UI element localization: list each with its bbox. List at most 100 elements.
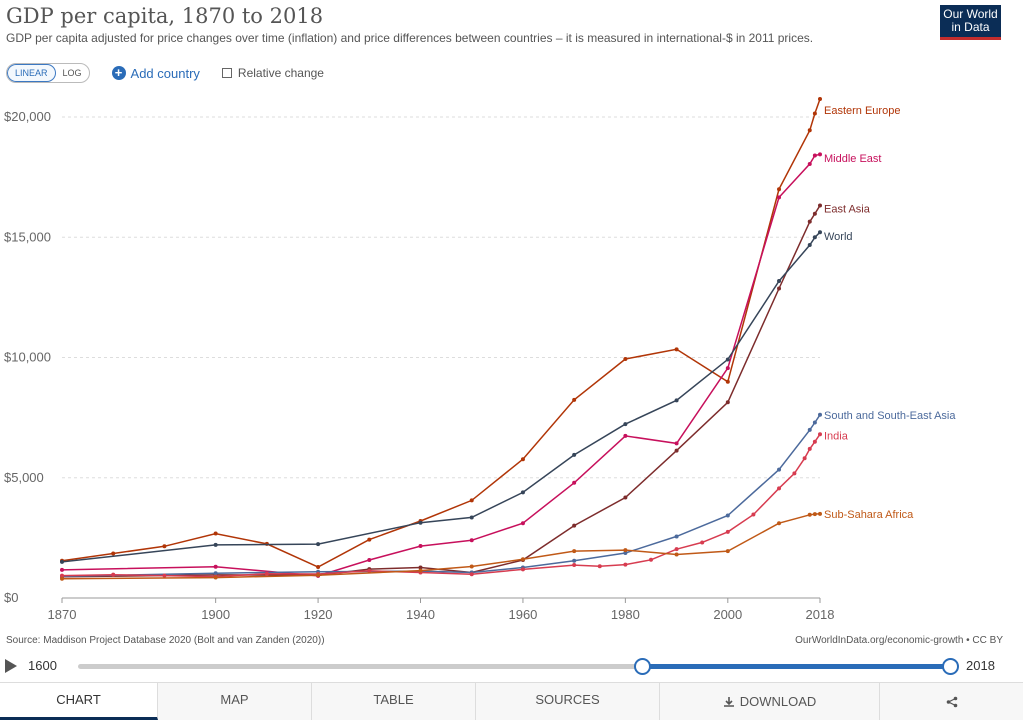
data-point — [572, 563, 577, 568]
tab-sources[interactable]: SOURCES — [476, 683, 660, 720]
owid-logo[interactable]: Our World in Data — [940, 5, 1001, 40]
data-point — [812, 512, 817, 517]
x-tick-label: 2000 — [713, 607, 742, 622]
series-label: South and South-East Asia — [824, 410, 956, 422]
data-point — [807, 446, 812, 451]
data-point — [572, 549, 577, 554]
data-point — [818, 97, 822, 102]
data-point — [520, 490, 525, 495]
series-line — [61, 433, 821, 578]
data-point — [807, 128, 812, 133]
data-point — [111, 551, 116, 556]
series-label: India — [824, 431, 849, 443]
data-point — [807, 161, 812, 166]
series-label: Middle East — [824, 153, 881, 165]
data-point — [807, 512, 812, 517]
data-point — [418, 520, 423, 525]
data-point — [802, 456, 807, 461]
data-point — [213, 571, 218, 576]
data-point — [316, 542, 321, 547]
data-point — [812, 420, 817, 425]
data-point — [674, 552, 679, 557]
y-tick-label: $10,000 — [4, 350, 51, 365]
scale-toggle[interactable]: LINEAR LOG — [6, 63, 90, 83]
data-point — [725, 379, 730, 384]
data-point — [807, 242, 812, 247]
data-point — [520, 521, 525, 526]
timeline-start-handle[interactable] — [634, 658, 652, 675]
data-point — [572, 558, 577, 563]
data-point — [700, 540, 705, 545]
logo-line-1: Our World — [943, 7, 998, 21]
relative-change-checkbox[interactable] — [221, 68, 232, 78]
series-line — [61, 231, 821, 563]
data-point — [316, 573, 321, 578]
tab-download[interactable]: DOWNLOAD — [660, 683, 880, 720]
data-point — [812, 111, 817, 116]
data-point — [812, 439, 817, 444]
x-tick-label: 1920 — [304, 607, 333, 622]
relative-change-toggle[interactable]: Relative change — [221, 66, 324, 80]
tab-table[interactable]: TABLE — [312, 683, 476, 720]
log-scale-button[interactable]: LOG — [62, 68, 82, 78]
series-label: Sub-Sahara Africa — [824, 509, 914, 521]
data-point — [572, 397, 577, 402]
data-point — [725, 513, 730, 518]
data-point — [818, 230, 822, 235]
data-point — [367, 568, 372, 573]
chart-title: GDP per capita, 1870 to 2018 — [6, 4, 324, 28]
data-point — [60, 576, 64, 581]
logo-line-2: in Data — [951, 20, 990, 34]
data-point — [418, 565, 423, 570]
data-point — [520, 557, 525, 562]
data-point — [725, 529, 730, 534]
source-note: Source: Maddison Project Database 2020 (… — [6, 635, 325, 646]
y-tick-label: $0 — [4, 590, 18, 605]
data-point — [418, 568, 423, 573]
data-point — [572, 523, 577, 528]
data-point — [777, 486, 782, 491]
tab-chart[interactable]: CHART — [0, 683, 158, 720]
timeline-selected-range — [642, 664, 950, 669]
data-point — [777, 521, 782, 526]
play-icon[interactable] — [5, 659, 17, 673]
data-point — [469, 572, 474, 577]
y-tick-label: $20,000 — [4, 109, 51, 124]
data-point — [213, 542, 218, 547]
x-tick-label: 1960 — [508, 607, 537, 622]
x-tick-label: 1940 — [406, 607, 435, 622]
data-point — [674, 547, 679, 552]
data-point — [623, 551, 628, 556]
data-point — [807, 219, 812, 224]
add-country-label: Add country — [130, 65, 200, 81]
data-point — [469, 498, 474, 503]
data-point — [623, 495, 628, 500]
series-label: World — [824, 231, 853, 243]
data-point — [648, 557, 653, 562]
license-link[interactable]: OurWorldInData.org/economic-growth • CC … — [795, 635, 1003, 646]
data-point — [818, 511, 822, 516]
tab-map[interactable]: MAP — [158, 683, 312, 720]
data-point — [725, 400, 730, 405]
add-country-button[interactable]: + Add country — [111, 65, 200, 81]
data-point — [162, 544, 167, 549]
data-point — [623, 433, 628, 438]
data-point — [725, 366, 730, 371]
data-point — [316, 564, 321, 569]
x-tick-label: 1900 — [201, 607, 230, 622]
series-label: Eastern Europe — [824, 105, 900, 117]
data-point — [674, 534, 679, 539]
data-point — [812, 211, 817, 216]
timeline-end-handle[interactable] — [942, 658, 959, 675]
tab-share[interactable] — [880, 683, 1023, 720]
plus-circle-icon: + — [111, 66, 126, 80]
y-tick-label: $5,000 — [4, 470, 44, 485]
series-line — [61, 513, 821, 580]
data-point — [213, 564, 218, 569]
timeline-track[interactable] — [78, 664, 950, 669]
data-point — [469, 515, 474, 520]
data-point — [807, 427, 812, 432]
data-point — [674, 448, 679, 453]
line-chart: $0 $5,000 $10,000 $15,000 $20,000 1870 1900 192… — [4, 97, 956, 622]
linear-scale-button[interactable]: LINEAR — [7, 64, 56, 82]
